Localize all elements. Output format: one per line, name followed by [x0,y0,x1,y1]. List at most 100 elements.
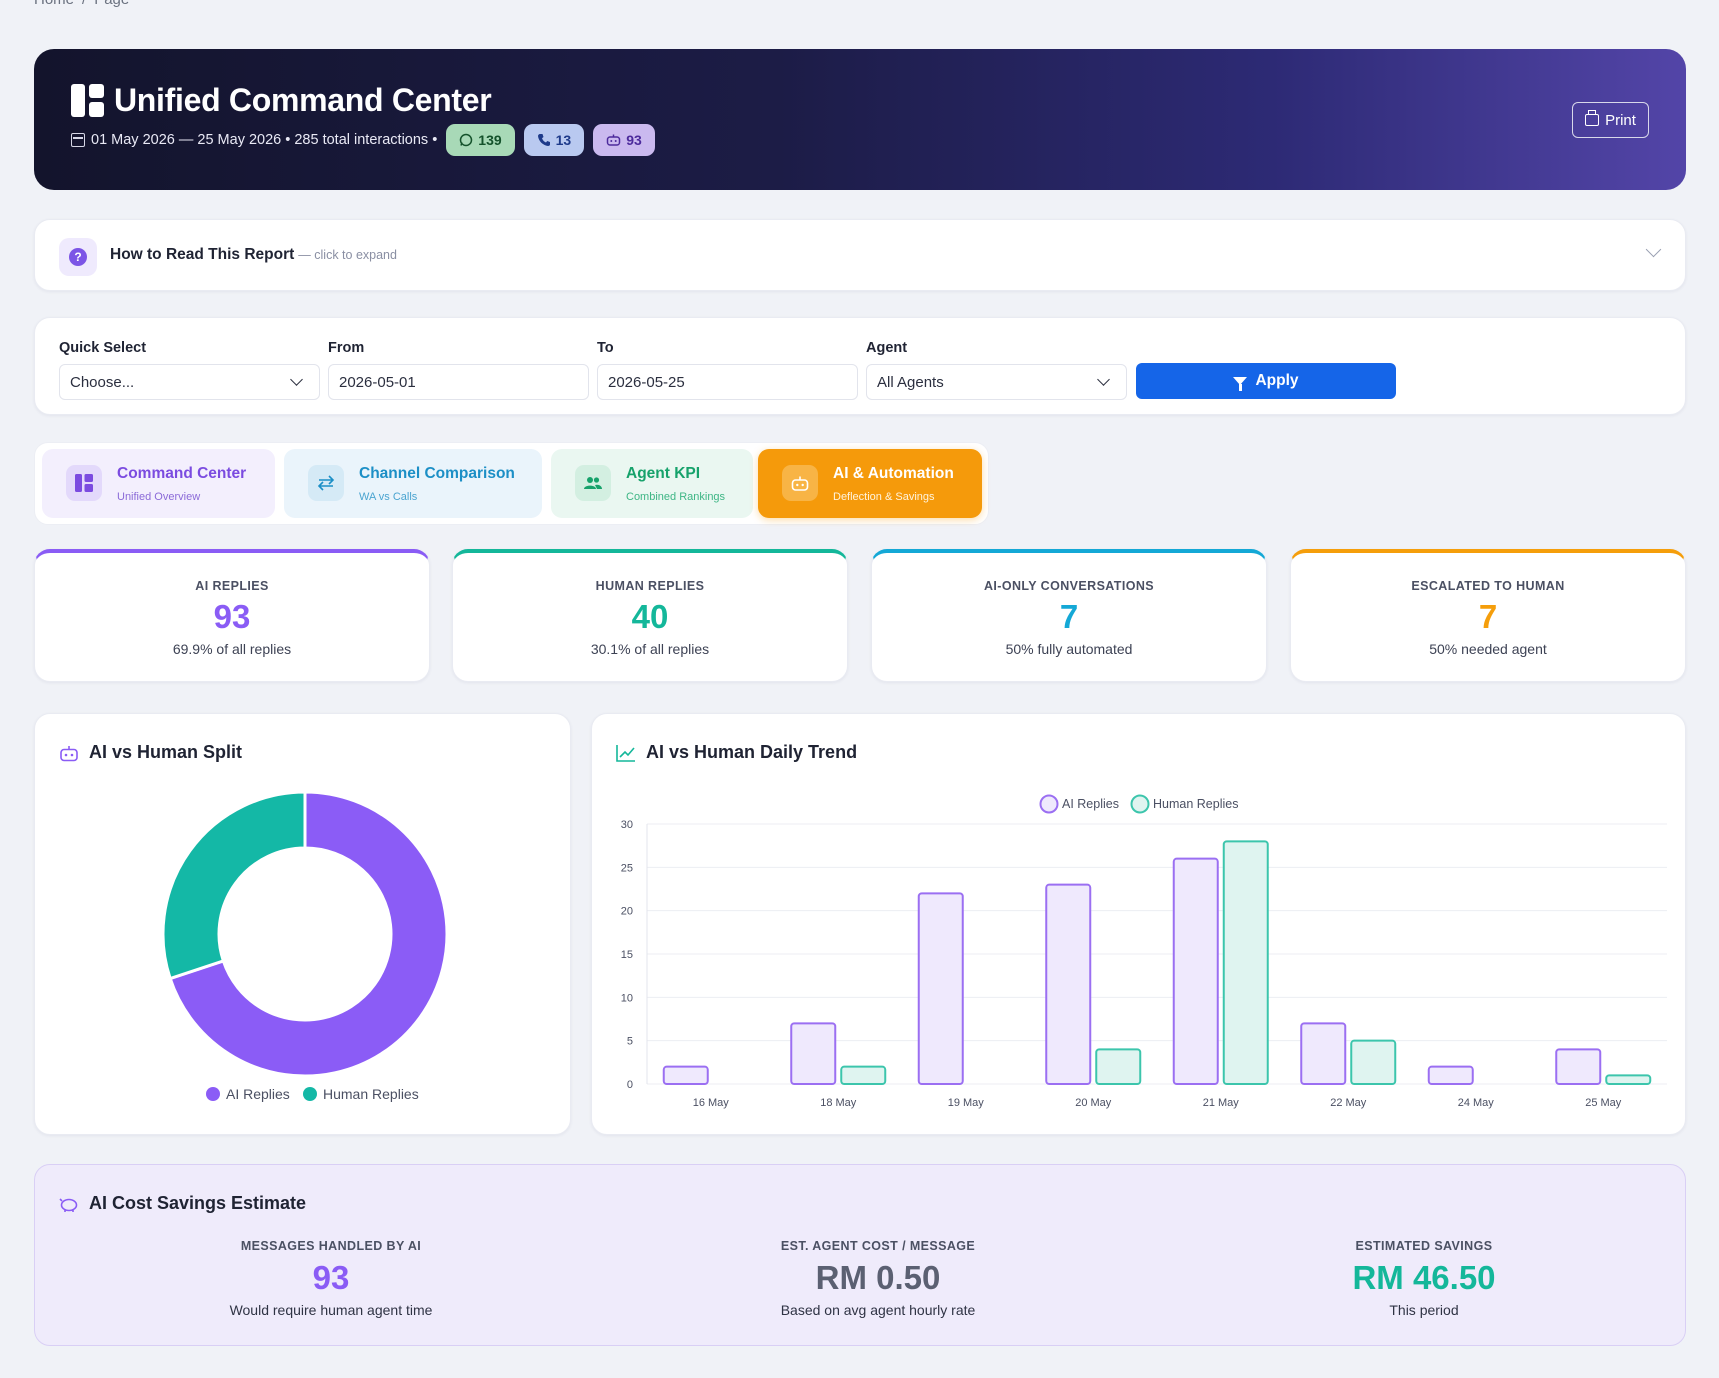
breadcrumb: Home / Page [34,0,137,8]
y-tick-label: 5 [627,1036,633,1048]
bar-human-replies-18-may[interactable] [840,1065,887,1085]
bar-ai-replies-24-may[interactable] [1427,1065,1474,1085]
legend-label[interactable]: Human Replies [1153,797,1238,811]
pie-legend: AI Replies Human Replies [206,1086,419,1102]
bar-ai-replies-21-may[interactable] [1172,857,1219,1085]
x-tick-label: 18 May [820,1097,857,1109]
bar-ai-replies-20-may[interactable] [1045,883,1092,1085]
calendar-icon [71,133,85,147]
to-label: To [597,340,614,356]
filter-bar: Quick Select Choose... From 2026-05-01 T… [34,317,1686,415]
robot-icon [60,745,78,761]
bar-human-replies-22-may[interactable] [1350,1039,1397,1085]
report-tabs: Command Center Unified Overview Channel … [34,442,989,525]
kpi-human-replies: Human Replies 40 30.1% of all replies [452,549,848,682]
from-label: From [328,340,365,356]
trend-chart-title: AI vs Human Daily Trend [646,742,858,762]
print-button[interactable]: Print [1572,102,1649,138]
legend-marker [1130,794,1150,814]
quick-select-dropdown[interactable]: Choose... [59,364,320,400]
y-tick-label: 25 [621,862,633,874]
legend-label[interactable]: AI Replies [1062,797,1119,811]
chevron-down-icon [1097,373,1110,386]
quick-select-label: Quick Select [59,340,147,356]
line-chart-icon [616,744,635,762]
x-tick-label: 20 May [1075,1097,1112,1109]
kpi-ai-only-conversations: AI-Only Conversations 7 50% fully automa… [871,549,1267,682]
kpi-value: 7 [1478,598,1498,635]
y-tick-label: 20 [621,906,633,918]
bar-ai-replies-22-may[interactable] [1300,1022,1347,1086]
calls-count-badge: 13 [523,124,585,156]
pie-slice-ai-replies[interactable] [168,790,449,1078]
how-to-read-panel[interactable]: ? How to Read This Report — click to expa… [34,219,1686,291]
agent-select[interactable]: All Agents [866,364,1127,400]
y-tick-label: 0 [627,1079,633,1091]
legend-label[interactable]: AI Replies [226,1086,290,1102]
kpi-value: 93 [213,598,251,635]
ai-vs-human-split-card: AI vs Human Split AI Replies Human Replie… [34,713,571,1135]
how-to-title: How to Read This Report [110,246,295,263]
y-tick-label: 30 [621,819,633,831]
x-tick-label: 19 May [948,1097,985,1109]
agent-label: Agent [866,340,908,356]
savings-cost-per-message: Est. Agent Cost / Message RM 0.50 Based … [780,1239,976,1318]
breadcrumb-separator: / [82,0,86,8]
header-banner: Unified Command Center 01 May 2026 — 25 … [34,49,1686,190]
x-tick-label: 24 May [1458,1097,1495,1109]
x-tick-label: 16 May [693,1097,730,1109]
bar-ai-replies-18-may[interactable] [790,1022,837,1086]
breadcrumb-page: Page [94,0,129,8]
legend-marker [303,1087,317,1101]
page-title: Unified Command Center [114,82,492,118]
x-tick-label: 22 May [1330,1097,1367,1109]
donut-chart: AI Replies Human Replies [161,790,449,1102]
robot-icon [606,134,621,146]
pie-slice-human-replies[interactable] [161,790,307,981]
swap-arrows-icon [308,465,344,501]
dashboard-icon [66,465,102,501]
tab-ai-automation[interactable]: AI & Automation Deflection & Savings [758,449,982,518]
tab-command-center[interactable]: Command Center Unified Overview [42,449,275,518]
ai-cost-savings-panel: AI Cost Savings Estimate Messages Handle… [34,1164,1686,1346]
tab-channel-comparison[interactable]: Channel Comparison WA vs Calls [284,449,542,518]
bar-ai-replies-16-may[interactable] [662,1065,709,1085]
date-range-summary: 01 May 2026 — 25 May 2026 • 285 total in… [91,132,438,148]
piggy-bank-icon [59,1197,78,1212]
bar-chart: 0 5 10 15 20 25 30 16 May 18 May 19 May 20 May 21 M… [621,794,1667,1109]
legend-marker [206,1087,220,1101]
tab-agent-kpi[interactable]: Agent KPI Combined Rankings [551,449,753,518]
bar-legend: AI Replies Human Replies [1039,794,1238,814]
bar-human-replies-25-may[interactable] [1605,1074,1652,1086]
chevron-down-icon[interactable] [1645,241,1662,258]
ai-vs-human-trend-card: AI vs Human Daily Trend 0 5 10 15 20 25 30 16 M… [591,713,1686,1135]
from-date-input[interactable]: 2026-05-01 [328,364,589,400]
bar-human-replies-20-may[interactable] [1095,1048,1142,1086]
filter-icon [1233,377,1248,391]
bar-ai-replies-19-may[interactable] [917,892,964,1085]
savings-messages-handled: Messages Handled by AI 93 Would require … [229,1239,433,1318]
x-tick-label: 21 May [1203,1097,1240,1109]
help-icon: ? [59,238,97,276]
how-to-hint: — click to expand [298,248,397,262]
chevron-down-icon [290,373,303,386]
printer-icon [1585,110,1600,126]
to-date-input[interactable]: 2026-05-25 [597,364,858,400]
dashboard-icon [71,84,104,117]
bar-human-replies-21-may[interactable] [1222,840,1269,1086]
phone-icon [537,134,550,146]
savings-title: AI Cost Savings Estimate [89,1193,307,1213]
y-tick-label: 10 [621,992,633,1004]
legend-marker [1039,794,1059,814]
ai-count-badge: 93 [593,124,655,156]
bar-ai-replies-25-may[interactable] [1555,1048,1602,1086]
kpi-value: 7 [1059,598,1079,635]
apply-button[interactable]: Apply [1136,363,1396,399]
kpi-ai-replies: AI Replies 93 69.9% of all replies [34,549,430,682]
kpi-value: 40 [631,598,669,635]
breadcrumb-home[interactable]: Home [34,0,74,8]
legend-label[interactable]: Human Replies [323,1086,419,1102]
whatsapp-count-badge: 139 [446,124,515,156]
whatsapp-icon [460,133,473,147]
y-tick-label: 15 [621,949,633,961]
